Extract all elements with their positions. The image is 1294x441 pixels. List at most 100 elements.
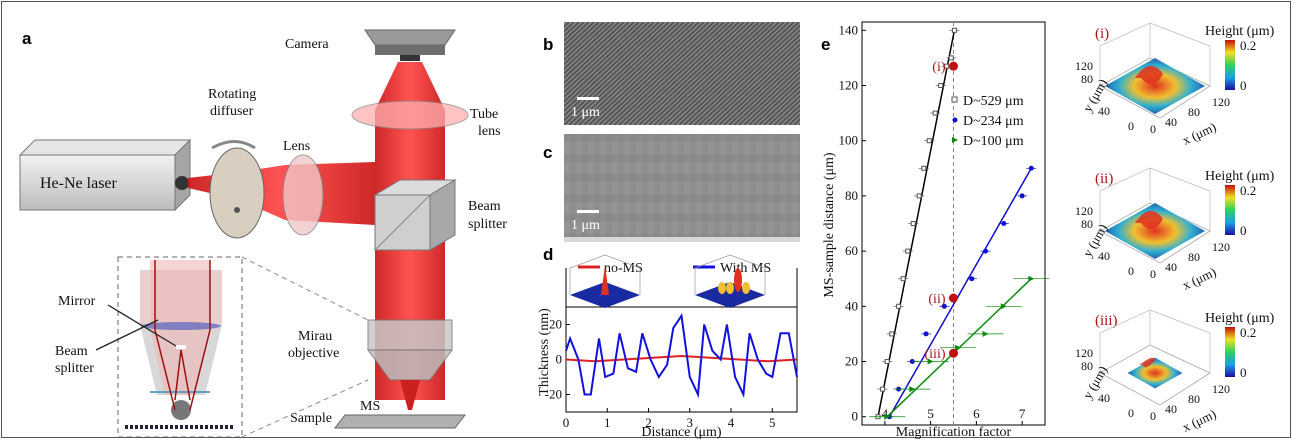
- scalebar-c: [577, 210, 599, 213]
- mini-surface-peak: [742, 282, 750, 294]
- chart-e-point: [1001, 221, 1007, 226]
- surface-data: [1105, 58, 1205, 114]
- surface-xtick-0: 0: [1150, 267, 1156, 281]
- chart-d-xtick-label: 3: [687, 415, 694, 430]
- chart-e-xtick-text: 7: [1019, 406, 1026, 421]
- panel-label-c: c: [543, 143, 552, 162]
- surface-xtick-80: 80: [1188, 392, 1200, 406]
- chart-e-point: [982, 330, 989, 337]
- chart-e-point: [951, 27, 957, 33]
- chart-e-highlight: [949, 293, 958, 303]
- surface-ytick-0: 0: [1128, 406, 1134, 420]
- mini-surface-peak: [718, 282, 726, 294]
- panel-label-e: e: [821, 35, 830, 54]
- legend-e-marker-2: [952, 137, 958, 143]
- surface-side-frame: [1149, 167, 1211, 231]
- chart-e-point: [896, 303, 902, 309]
- surface-ytick: 120: [1075, 204, 1093, 218]
- chart-d-series-no-ms: [565, 354, 798, 363]
- mini-surface-peak-0: [601, 265, 609, 295]
- colorbar-title: Height (μm): [1205, 24, 1275, 39]
- colorbar: [1225, 327, 1235, 377]
- surface-xtick-40: 40: [1165, 260, 1177, 274]
- lens-label: Lens: [283, 139, 310, 154]
- chart-e-point: [900, 276, 906, 282]
- laser-label: He-Ne laser: [40, 175, 118, 192]
- chart-e-highlight: [949, 348, 958, 358]
- beam-splitter-label-2: splitter: [468, 217, 507, 232]
- surface-ytick: 80: [1081, 217, 1093, 231]
- legend-e-label-2: D~100 μm: [963, 134, 1024, 149]
- chart-e-point: [880, 386, 886, 392]
- chart-d-xtick-label: 2: [645, 415, 652, 430]
- surface-xaxis-label: x (μm): [1180, 119, 1219, 148]
- chart-e-ytick-label: 100: [839, 133, 859, 148]
- surface-label: (iii): [1095, 313, 1118, 329]
- chart-e-highlight: [949, 61, 958, 71]
- mini-surface-peak: [734, 268, 742, 292]
- beam-splitter-label-1: Beam: [468, 199, 501, 214]
- chart-e-point: [948, 55, 954, 61]
- chart-e-point: [889, 331, 895, 337]
- surface-xtick-80: 80: [1188, 250, 1200, 264]
- chart-e-ytick-label: 60: [845, 243, 858, 258]
- chart-e-xtick-text: 5: [927, 406, 934, 421]
- surface-xaxis-label: x (μm): [1180, 406, 1219, 435]
- surface-peak: [1139, 357, 1155, 368]
- inset-bs-label-1: Beam: [55, 344, 88, 359]
- tube-lens-label-1: Tube: [470, 107, 498, 122]
- scalebar-b: [577, 97, 599, 100]
- legend-d-label-1: With MS: [720, 261, 771, 276]
- chart-d-xtick-label: 4: [728, 415, 735, 430]
- chart-e: 4 5 6 7 0 20 40 60 80 100 120 140 Magnification fact…: [822, 21, 1050, 440]
- rotation-arrow-icon: [211, 140, 256, 150]
- lens: [282, 154, 324, 236]
- image-c-texture: [564, 134, 800, 242]
- sample-label: Sample: [290, 411, 332, 426]
- chart-d-xtick-label: 0: [563, 415, 570, 430]
- chart-e-xtick-text: 4: [882, 406, 889, 421]
- surface-xaxis-label: x (μm): [1180, 264, 1219, 293]
- chart-e-point: [884, 413, 891, 420]
- chart-e-point: [983, 248, 989, 254]
- diffuser-label-2: diffuser: [210, 104, 254, 119]
- legend-e-label-0: D~529 μm: [963, 94, 1024, 109]
- surface-ytick-40: 40: [1098, 391, 1110, 405]
- colorbar: [1225, 40, 1235, 90]
- chart-e-ytick-label: 140: [839, 22, 859, 37]
- chart-e-highlight-label: (i): [932, 60, 946, 75]
- surface-xtick-40: 40: [1165, 402, 1177, 416]
- beam-splitter-cube: [373, 179, 457, 251]
- chart-e-fit-1: [888, 167, 1032, 418]
- image-b-stripes: [564, 22, 800, 125]
- chart-e-point: [909, 386, 916, 393]
- surface-back-frame: [1099, 167, 1151, 231]
- surface-ytick-0: 0: [1128, 119, 1134, 133]
- chart-e-ytick-label: 0: [852, 409, 859, 424]
- sample-slide: [333, 414, 467, 429]
- chart-d-ytick-label: -20: [545, 387, 562, 402]
- chart-e-point: [1028, 165, 1034, 171]
- mirau-label-1: Mirau: [298, 329, 332, 344]
- surface-xtick-0: 0: [1150, 122, 1156, 136]
- chart-e-point: [1028, 275, 1035, 282]
- camera-icon: [364, 29, 456, 61]
- chart-e-point: [932, 110, 938, 116]
- colorbar-title: Height (μm): [1205, 311, 1275, 326]
- surface-side-frame: [1149, 22, 1211, 86]
- colorbar-min: 0: [1240, 78, 1247, 93]
- chart-d-xtick-label: 5: [769, 415, 776, 430]
- surface-peak: [1135, 65, 1163, 85]
- legend-d-label-0: no-MS: [604, 261, 643, 276]
- colorbar-min: 0: [1240, 223, 1247, 238]
- chart-e-point: [926, 138, 932, 144]
- chart-e-point: [884, 359, 890, 365]
- surface-xtick-120: 120: [1212, 95, 1230, 109]
- colorbar-max: 0.2: [1240, 183, 1256, 198]
- chart-e-ytick-label: 120: [839, 77, 859, 92]
- surface-side-frame: [1149, 309, 1211, 373]
